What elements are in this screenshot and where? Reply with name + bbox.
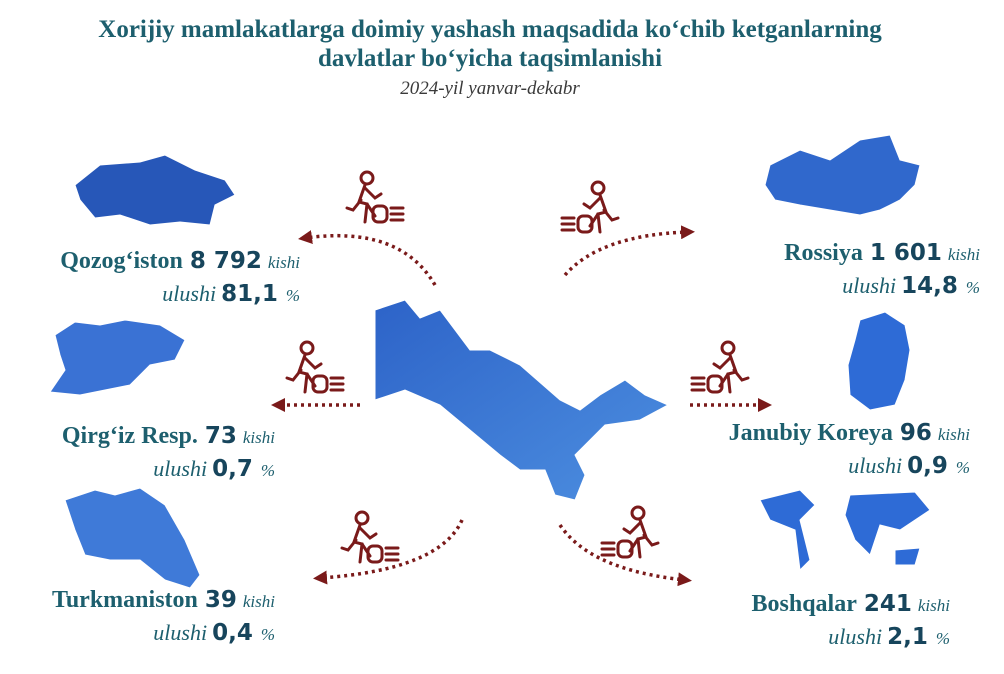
share: 14,8 — [901, 273, 958, 299]
arrow — [563, 225, 695, 277]
arrow — [558, 524, 692, 587]
percent: % — [936, 629, 950, 648]
share-label: ulushi — [828, 624, 882, 649]
map-uzbekistan — [374, 299, 670, 501]
unit: kishi — [243, 592, 275, 611]
map-korea — [847, 311, 911, 411]
share: 0,4 — [212, 620, 253, 646]
count: 1 601 — [870, 240, 942, 266]
share-label: ulushi — [153, 620, 207, 645]
unit: kishi — [948, 245, 980, 264]
share: 2,1 — [887, 624, 928, 650]
count: 8 792 — [190, 248, 262, 274]
unit: kishi — [918, 596, 950, 615]
share-line: ulushi 0,9% — [848, 453, 970, 479]
arrows — [271, 170, 772, 587]
country-line: Rossiya 1 601 kishi — [784, 240, 980, 266]
walker-icon — [690, 340, 750, 394]
title: Xorijiy mamlakatlarga doimiy yashash maq… — [98, 16, 882, 43]
percent: % — [966, 278, 980, 297]
share-label: ulushi — [162, 281, 216, 306]
share: 0,7 — [212, 456, 253, 482]
count: 241 — [864, 591, 912, 617]
share-line: ulushi 0,7% — [153, 456, 275, 482]
map-kyrgyz — [49, 319, 186, 396]
map-russia — [764, 134, 921, 216]
percent: % — [261, 625, 275, 644]
arrow — [298, 230, 437, 286]
country-line: Turkmaniston 39 kishi — [52, 587, 275, 613]
maps — [49, 134, 931, 589]
country-line: Janubiy Koreya 96 kishi — [729, 420, 971, 446]
country-line: Boshqalar 241 kishi — [752, 591, 951, 617]
walker-icon — [285, 340, 345, 394]
walker-icon — [340, 510, 400, 564]
country-name: Boshqalar — [752, 591, 858, 617]
share-label: ulushi — [153, 456, 207, 481]
share-label: ulushi — [842, 273, 896, 298]
country-name: Turkmaniston — [52, 587, 198, 613]
country-line: Qozog‘iston 8 792 kishi — [60, 248, 300, 274]
share-line: ulushi 2,1% — [828, 624, 950, 650]
share-line: ulushi 0,4% — [153, 620, 275, 646]
map-turkmenistan — [64, 487, 201, 589]
count: 73 — [205, 423, 237, 449]
map-world — [759, 489, 931, 572]
count: 96 — [900, 420, 932, 446]
walker-icon — [345, 170, 405, 224]
share-line: ulushi 81,1% — [162, 281, 300, 307]
unit: kishi — [938, 425, 970, 444]
subtitle: 2024-yil yanvar-dekabr — [400, 78, 580, 99]
arrow — [313, 519, 464, 585]
percent: % — [261, 461, 275, 480]
percent: % — [286, 286, 300, 305]
share: 81,1 — [221, 281, 278, 307]
title: davlatlar bo‘yicha taqsimlanishi — [318, 45, 662, 72]
country-name: Qirg‘iz Resp. — [62, 423, 198, 449]
country-line: Qirg‘iz Resp. 73 kishi — [62, 423, 275, 449]
share: 0,9 — [907, 453, 948, 479]
unit: kishi — [243, 428, 275, 447]
unit: kishi — [268, 253, 300, 272]
country-name: Qozog‘iston — [60, 248, 183, 274]
country-name: Janubiy Koreya — [729, 420, 893, 446]
walker-icon — [600, 505, 660, 559]
count: 39 — [205, 587, 237, 613]
share-line: ulushi 14,8% — [842, 273, 980, 299]
share-label: ulushi — [848, 453, 902, 478]
country-name: Rossiya — [784, 240, 863, 266]
map-kazakhstan — [74, 154, 236, 226]
walker-icon — [560, 180, 620, 234]
percent: % — [956, 458, 970, 477]
